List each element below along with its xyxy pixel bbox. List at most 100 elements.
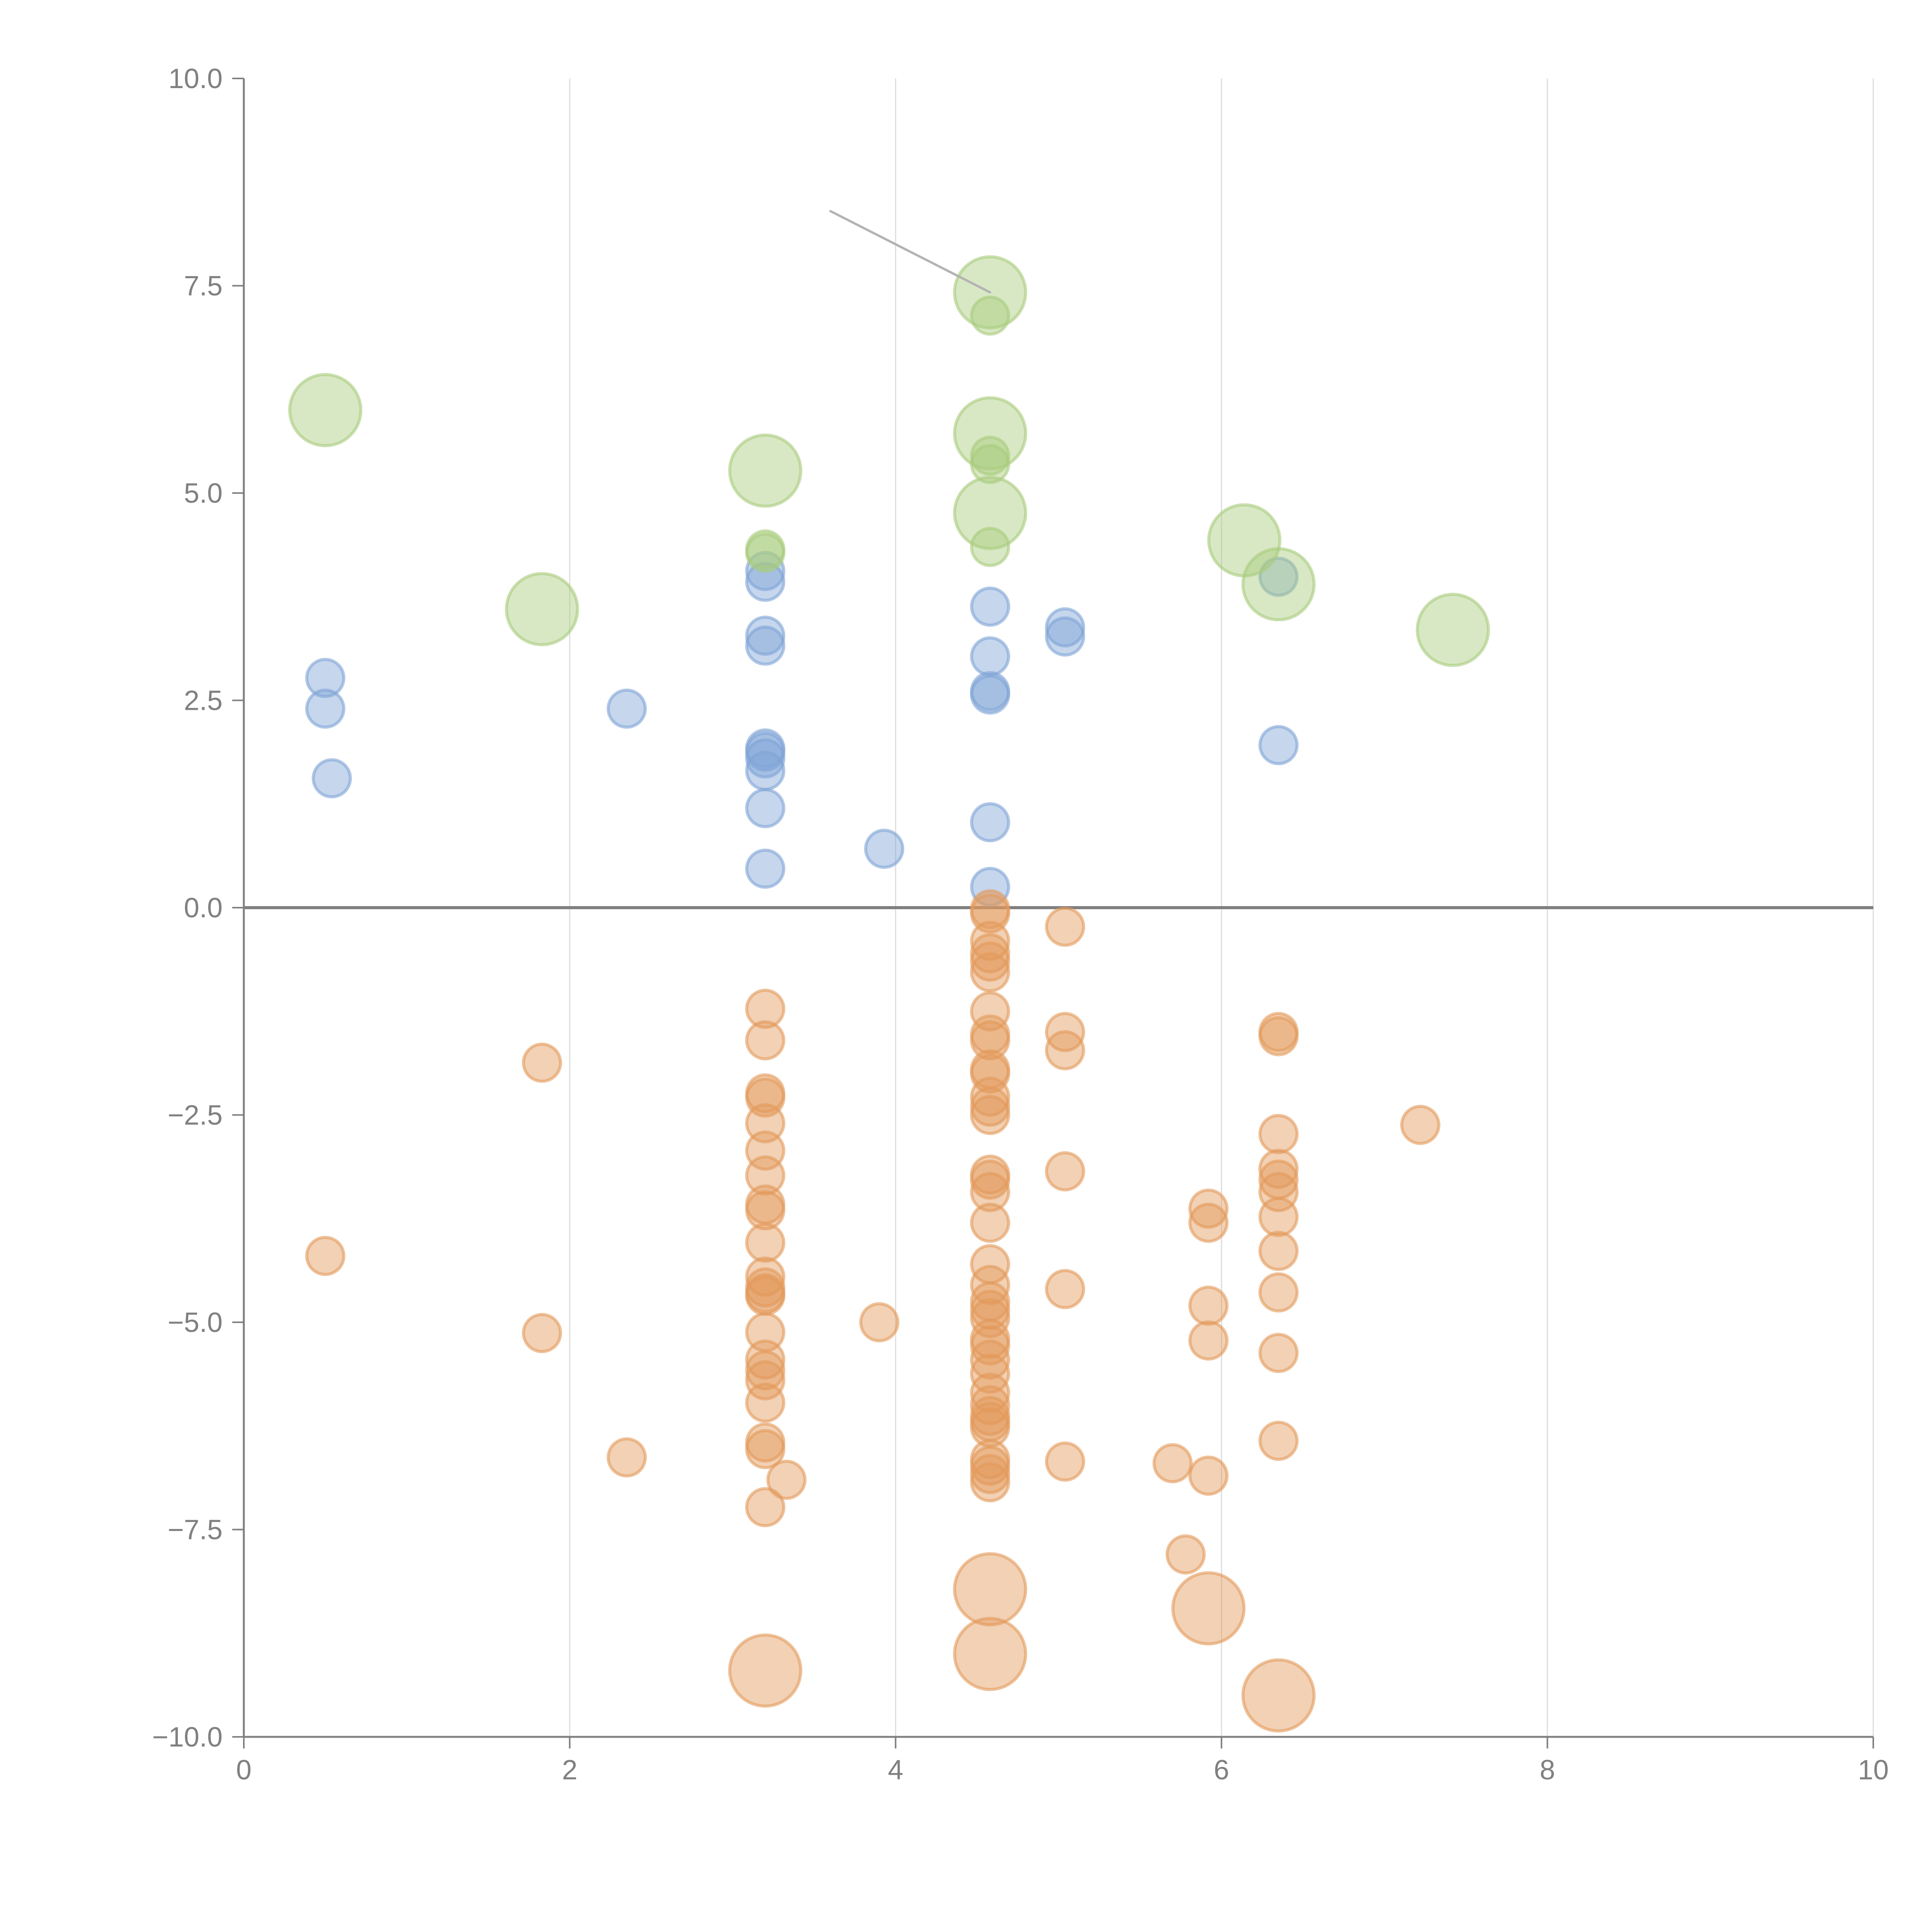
orange-point	[1045, 1030, 1085, 1071]
orange-point	[1188, 1188, 1229, 1229]
orange-point	[970, 1385, 1010, 1425]
x-tick-label: 2	[562, 1755, 577, 1786]
y-tick-label: −2.5	[168, 1100, 223, 1131]
blue-point	[745, 738, 786, 779]
orange-point	[1241, 1658, 1316, 1733]
orange-point	[1165, 1534, 1206, 1575]
orange-point	[859, 1302, 900, 1342]
blue-point	[970, 802, 1010, 842]
orange-point	[970, 1095, 1010, 1135]
orange-point	[970, 1202, 1010, 1243]
orange-point	[1258, 1114, 1299, 1154]
blue-point	[970, 636, 1010, 677]
orange-point	[745, 1155, 786, 1196]
orange-point	[970, 1298, 1010, 1338]
orange-point	[745, 1339, 786, 1380]
x-tick-label: 10	[1858, 1755, 1889, 1786]
y-tick-label: 7.5	[184, 271, 223, 302]
blue-point	[745, 616, 786, 656]
orange-point	[1258, 1231, 1299, 1271]
orange-point	[1188, 1202, 1229, 1243]
orange-point	[970, 1325, 1010, 1366]
blue-point	[1045, 616, 1085, 657]
blue-point	[1045, 607, 1085, 648]
orange-point	[745, 1429, 786, 1469]
orange-point	[1045, 1151, 1085, 1192]
orange-point	[745, 1487, 786, 1527]
green-point	[970, 295, 1010, 336]
y-tick-label: 10.0	[168, 63, 223, 94]
orange-point	[970, 991, 1010, 1032]
x-tick-label: 0	[236, 1755, 252, 1786]
orange-point	[1045, 1269, 1085, 1310]
orange-point	[1188, 1286, 1229, 1326]
blue-point	[311, 758, 352, 799]
green-point	[970, 444, 1010, 484]
orange-point	[745, 1276, 786, 1316]
orange-point	[745, 1350, 786, 1391]
orange-point	[1045, 906, 1085, 947]
y-tick-label: −10.0	[152, 1722, 223, 1753]
orange-point	[745, 1222, 786, 1263]
blue-point	[305, 688, 345, 729]
orange-point	[606, 1437, 647, 1478]
blue-point	[745, 849, 786, 889]
blue-point	[1258, 725, 1299, 765]
blue-point	[970, 587, 1010, 627]
orange-point	[745, 1190, 786, 1231]
orange-point	[1258, 1197, 1299, 1237]
orange-point	[970, 952, 1010, 993]
green-point	[505, 572, 579, 646]
blue-point	[745, 788, 786, 828]
orange-point	[970, 1159, 1010, 1200]
orange-point	[970, 920, 1010, 961]
annotation-leader-line	[829, 210, 992, 294]
blue-point	[970, 674, 1010, 715]
orange-point	[1400, 1105, 1440, 1145]
blue-point	[745, 561, 786, 602]
green-point	[1241, 547, 1316, 622]
orange-point	[1258, 1420, 1299, 1461]
orange-point	[1258, 1016, 1299, 1056]
y-tick-label: −5.0	[168, 1307, 223, 1338]
orange-point	[953, 1617, 1027, 1691]
orange-point	[1188, 1456, 1229, 1496]
orange-point	[1188, 1320, 1229, 1361]
green-point	[745, 532, 786, 573]
green-point	[1416, 593, 1490, 667]
x-tick-label: 8	[1540, 1755, 1555, 1786]
orange-point	[1258, 1333, 1299, 1373]
orange-point	[970, 1339, 1010, 1380]
orange-point	[970, 1020, 1010, 1061]
orange-point	[1258, 1272, 1299, 1313]
orange-point	[953, 1552, 1027, 1627]
orange-point	[970, 941, 1010, 982]
y-tick-label: 2.5	[184, 685, 223, 716]
axes: 0 2 4 6 8 10 10.0 7.5 5.0 2.5 0.0 −2.5 −5.0 −7.5 −10.0	[152, 63, 1889, 1786]
orange-point	[1152, 1443, 1193, 1483]
blue-point	[745, 625, 786, 666]
green-point	[953, 476, 1027, 550]
orange-point	[1045, 1441, 1085, 1482]
green-point	[970, 527, 1010, 567]
x-tick-label: 6	[1214, 1755, 1229, 1786]
orange-point	[745, 1103, 786, 1143]
orange-point	[970, 1172, 1010, 1213]
y-tick-label: −7.5	[168, 1515, 223, 1546]
orange-point	[970, 893, 1010, 934]
y-tick-label: 5.0	[184, 478, 223, 509]
orange-point	[745, 1383, 786, 1423]
blue-point	[745, 750, 786, 791]
annotations	[829, 210, 992, 294]
orange-point	[970, 1372, 1010, 1413]
orange-point	[766, 1459, 807, 1500]
orange-point	[970, 1462, 1010, 1503]
orange-point	[970, 1053, 1010, 1094]
orange-point	[305, 1236, 345, 1276]
blue-point	[305, 658, 345, 698]
green-point	[288, 373, 362, 447]
blue-point	[864, 828, 905, 869]
orange-point	[745, 988, 786, 1029]
orange-point	[745, 1360, 786, 1401]
